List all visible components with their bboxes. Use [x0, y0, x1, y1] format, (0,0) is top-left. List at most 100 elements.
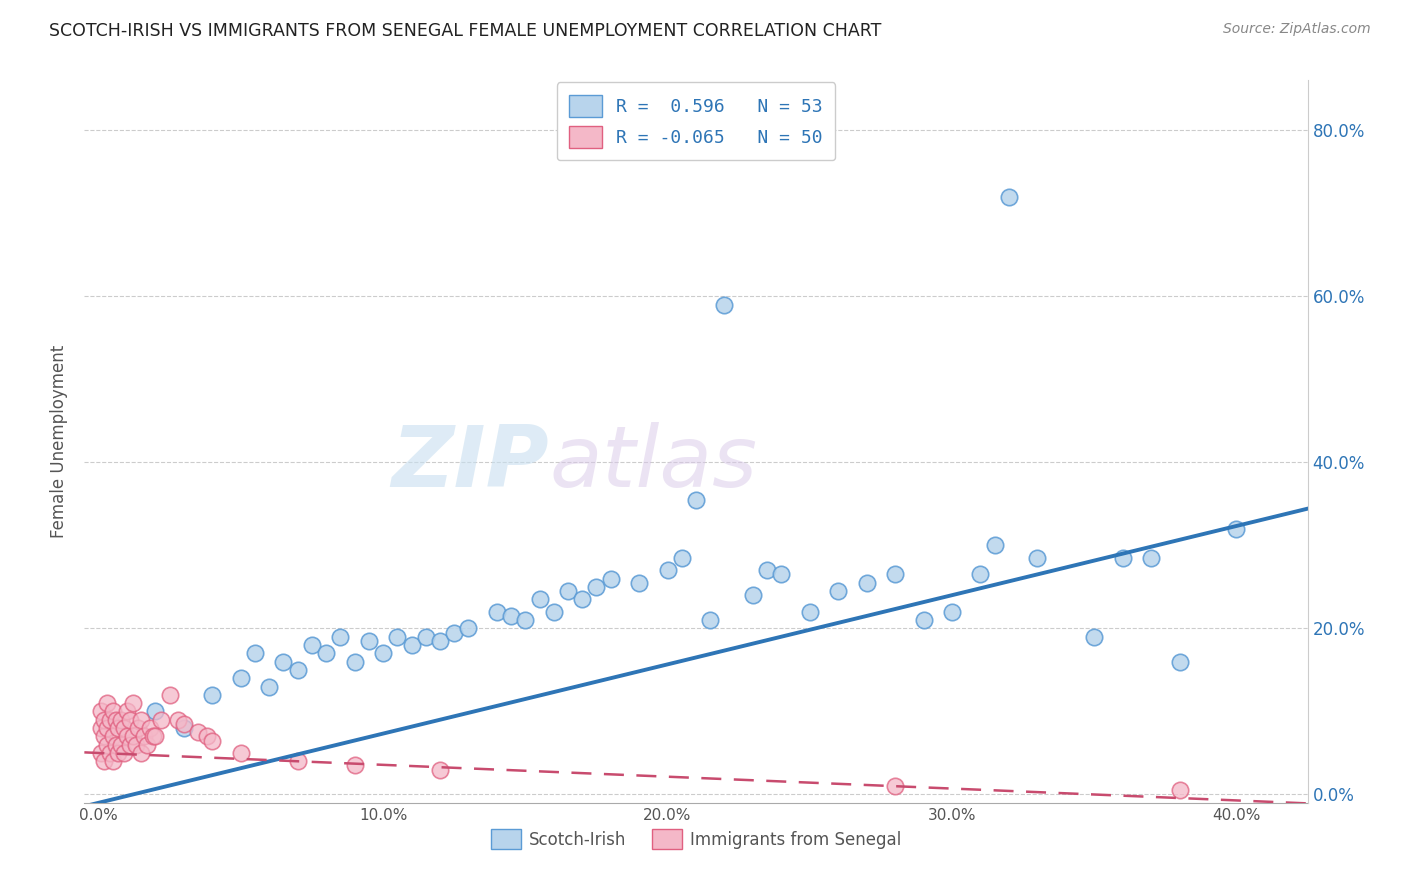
- Point: [107, 746, 129, 760]
- Point: [96, 721, 118, 735]
- Point: [387, 630, 409, 644]
- Point: [827, 584, 849, 599]
- Point: [756, 563, 779, 577]
- Point: [93, 713, 115, 727]
- Point: [1111, 550, 1133, 565]
- Point: [713, 297, 735, 311]
- Point: [93, 730, 115, 744]
- Point: [139, 721, 162, 735]
- Point: [159, 688, 181, 702]
- Point: [110, 738, 132, 752]
- Point: [543, 605, 565, 619]
- Point: [273, 655, 295, 669]
- Point: [104, 713, 127, 727]
- Point: [187, 725, 209, 739]
- Point: [124, 738, 146, 752]
- Point: [243, 646, 266, 660]
- Point: [287, 663, 309, 677]
- Point: [145, 730, 167, 744]
- Point: [173, 721, 195, 735]
- Point: [145, 705, 167, 719]
- Point: [343, 655, 366, 669]
- Text: ZIP: ZIP: [391, 422, 550, 505]
- Point: [96, 738, 118, 752]
- Point: [101, 705, 124, 719]
- Point: [599, 572, 621, 586]
- Point: [557, 584, 579, 599]
- Point: [799, 605, 821, 619]
- Point: [98, 746, 121, 760]
- Point: [115, 730, 138, 744]
- Point: [371, 646, 394, 660]
- Point: [699, 613, 721, 627]
- Point: [499, 609, 522, 624]
- Text: SCOTCH-IRISH VS IMMIGRANTS FROM SENEGAL FEMALE UNEMPLOYMENT CORRELATION CHART: SCOTCH-IRISH VS IMMIGRANTS FROM SENEGAL …: [49, 22, 882, 40]
- Point: [132, 730, 155, 744]
- Point: [287, 754, 309, 768]
- Text: Source: ZipAtlas.com: Source: ZipAtlas.com: [1223, 22, 1371, 37]
- Point: [357, 633, 380, 648]
- Point: [884, 779, 907, 793]
- Point: [142, 730, 165, 744]
- Point: [401, 638, 423, 652]
- Point: [90, 705, 112, 719]
- Point: [1083, 630, 1105, 644]
- Point: [173, 717, 195, 731]
- Point: [770, 567, 793, 582]
- Point: [118, 713, 141, 727]
- Point: [657, 563, 679, 577]
- Point: [485, 605, 508, 619]
- Point: [941, 605, 963, 619]
- Point: [1168, 783, 1191, 797]
- Point: [98, 713, 121, 727]
- Point: [443, 625, 465, 640]
- Point: [571, 592, 593, 607]
- Point: [628, 575, 651, 590]
- Point: [259, 680, 281, 694]
- Point: [1225, 522, 1247, 536]
- Point: [96, 696, 118, 710]
- Point: [201, 688, 224, 702]
- Point: [118, 738, 141, 752]
- Point: [685, 492, 707, 507]
- Point: [136, 738, 159, 752]
- Point: [167, 713, 190, 727]
- Point: [529, 592, 551, 607]
- Point: [110, 713, 132, 727]
- Text: atlas: atlas: [550, 422, 758, 505]
- Legend: Scotch-Irish, Immigrants from Senegal: Scotch-Irish, Immigrants from Senegal: [484, 822, 908, 856]
- Point: [195, 730, 218, 744]
- Point: [150, 713, 173, 727]
- Point: [884, 567, 907, 582]
- Point: [112, 746, 135, 760]
- Point: [1168, 655, 1191, 669]
- Point: [115, 705, 138, 719]
- Point: [129, 746, 152, 760]
- Point: [301, 638, 323, 652]
- Point: [429, 763, 451, 777]
- Point: [429, 633, 451, 648]
- Point: [457, 621, 479, 635]
- Point: [112, 721, 135, 735]
- Point: [855, 575, 877, 590]
- Point: [969, 567, 991, 582]
- Point: [229, 746, 252, 760]
- Point: [585, 580, 607, 594]
- Point: [343, 758, 366, 772]
- Point: [90, 721, 112, 735]
- Point: [515, 613, 537, 627]
- Point: [121, 696, 143, 710]
- Point: [121, 730, 143, 744]
- Y-axis label: Female Unemployment: Female Unemployment: [51, 345, 69, 538]
- Point: [912, 613, 935, 627]
- Point: [101, 754, 124, 768]
- Point: [201, 733, 224, 747]
- Point: [983, 538, 1005, 552]
- Point: [229, 671, 252, 685]
- Point: [107, 721, 129, 735]
- Point: [104, 738, 127, 752]
- Point: [415, 630, 437, 644]
- Point: [1140, 550, 1163, 565]
- Point: [101, 730, 124, 744]
- Point: [129, 713, 152, 727]
